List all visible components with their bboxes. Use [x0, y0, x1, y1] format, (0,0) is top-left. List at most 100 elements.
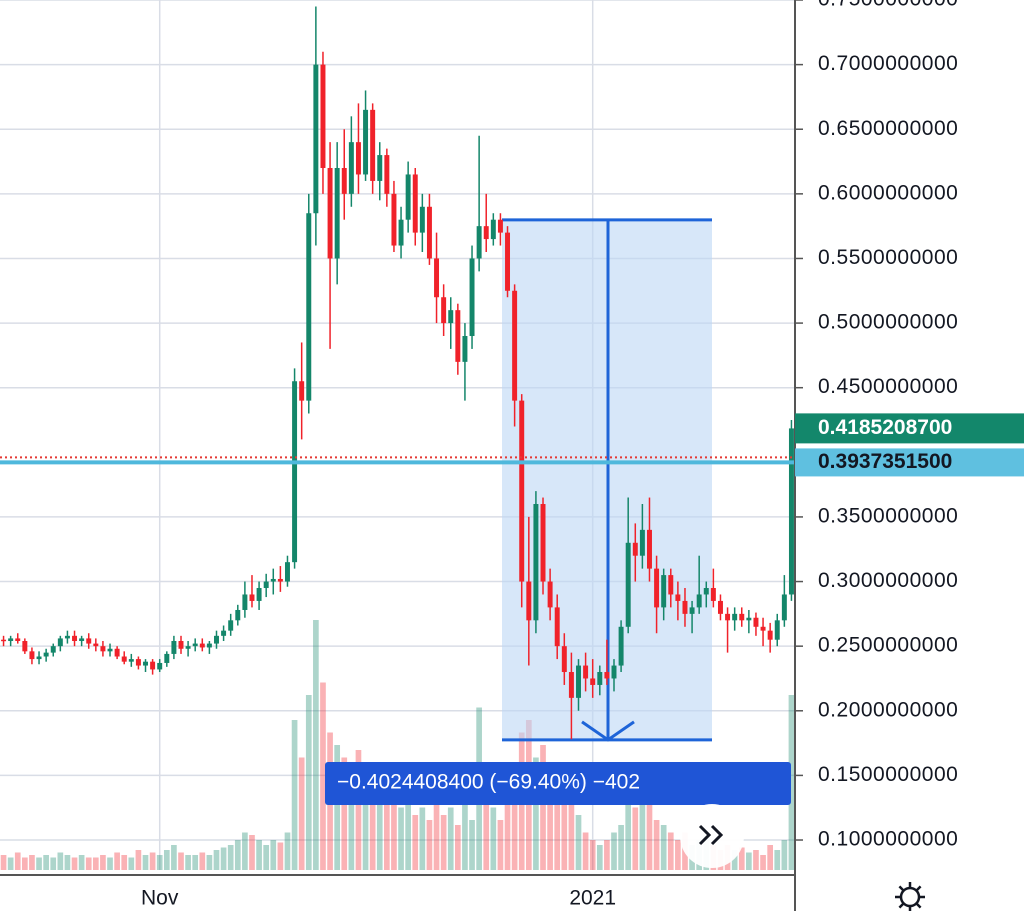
volume-bar — [22, 857, 28, 870]
volume-bar — [171, 845, 177, 870]
volume-bar — [348, 770, 355, 870]
volume-bar — [646, 795, 653, 870]
volume-bar — [738, 847, 745, 870]
candle-body — [313, 64, 319, 214]
candle-body — [753, 617, 759, 627]
volume-bar — [675, 840, 681, 870]
candle-body — [384, 155, 390, 194]
candle-body — [512, 290, 518, 401]
volume-bar — [589, 840, 596, 870]
volume-bar — [128, 857, 135, 870]
candle-body — [725, 613, 731, 621]
volume-bar — [107, 857, 113, 870]
volume-bar — [263, 845, 270, 870]
candle-body — [270, 578, 276, 582]
candle-body — [107, 648, 113, 652]
candle-body — [746, 617, 752, 621]
volume-bar — [504, 782, 511, 870]
volume-bar — [334, 745, 341, 870]
scroll-button[interactable] — [680, 804, 744, 868]
volume-bar — [426, 820, 433, 870]
candle-body — [533, 504, 539, 621]
volume-bar — [667, 832, 674, 870]
candle-body — [135, 659, 141, 666]
axis-layer: 0.1000000000 0.1500000000 0.2000000000 0.25… — [141, 0, 1024, 910]
volume-bar — [511, 770, 518, 870]
y-tick-label: 0.2000000000 — [818, 698, 958, 721]
candle-body — [178, 640, 184, 649]
candle-body — [462, 336, 468, 362]
volume-bar — [149, 852, 156, 870]
volume-bar — [14, 852, 21, 870]
candle-body — [256, 588, 262, 601]
y-tick-label: 0.3000000000 — [818, 569, 958, 592]
volume-bar — [746, 852, 752, 870]
candle-body — [377, 155, 383, 181]
candle-body — [618, 626, 624, 666]
candle-body — [490, 219, 496, 240]
candle-body — [185, 646, 191, 649]
candle-body — [100, 646, 106, 652]
y-tick-label: 0.2500000000 — [818, 634, 958, 657]
volume-bar — [568, 770, 575, 870]
candle-body — [632, 542, 638, 556]
volume-bar — [760, 855, 766, 870]
volume-bar — [653, 820, 660, 870]
candle-body — [497, 219, 503, 233]
volume-bar — [788, 695, 795, 870]
y-tick-label: 0.4500000000 — [818, 375, 958, 398]
volume-bar — [234, 840, 241, 870]
candle-body — [561, 646, 567, 673]
candle-body — [57, 638, 63, 647]
volume-bar — [298, 757, 305, 870]
volume-bar — [36, 857, 42, 870]
candle-body — [157, 662, 163, 670]
candle-body — [519, 400, 525, 582]
y-tick-label: 0.1500000000 — [818, 763, 958, 786]
candle-body — [143, 661, 148, 666]
volume-bar — [362, 782, 369, 870]
candle-body — [717, 600, 723, 614]
candle-body — [426, 206, 432, 259]
y-tick-label: 0.6000000000 — [818, 181, 958, 204]
candle-body — [355, 142, 361, 175]
candle-body — [164, 653, 170, 663]
volume-bar — [625, 782, 632, 870]
volume-bar — [29, 855, 35, 870]
volume-bar — [256, 840, 262, 870]
volume-bar — [142, 855, 149, 870]
candle-body — [277, 578, 283, 582]
candle-body — [114, 648, 120, 657]
candle-body — [320, 64, 326, 169]
volume-bar — [447, 807, 454, 870]
candle-body — [682, 600, 688, 614]
measure-label: −0.4024408400 (−69.40%) −402 — [337, 771, 640, 794]
y-tick-label: 0.5000000000 — [818, 311, 958, 334]
candle-body — [128, 659, 134, 662]
candle-body — [327, 168, 333, 259]
candle-body — [341, 168, 347, 194]
volume-bar — [320, 682, 326, 870]
volume-bar — [313, 620, 319, 870]
candle-body — [597, 672, 603, 685]
candle-body — [43, 652, 49, 657]
line-price-bg — [795, 448, 1024, 477]
candle-body — [668, 575, 674, 595]
volume-bar — [632, 807, 639, 870]
candle-body — [476, 226, 482, 259]
x-tick-label: Nov — [141, 887, 179, 910]
volume-bar — [270, 840, 277, 870]
volume-bar — [440, 815, 447, 870]
scroll-button-bg[interactable] — [680, 804, 744, 868]
candle-body — [689, 607, 695, 614]
volume-bar — [341, 757, 348, 870]
candle-body — [710, 588, 716, 601]
volume-bar — [398, 807, 404, 870]
volume-bar — [242, 832, 248, 870]
candle-body — [774, 620, 780, 640]
candle-body — [171, 640, 177, 654]
volume-bar — [639, 800, 646, 870]
settings-gear[interactable] — [895, 882, 925, 911]
y-tick-label: 0.1000000000 — [818, 828, 958, 851]
